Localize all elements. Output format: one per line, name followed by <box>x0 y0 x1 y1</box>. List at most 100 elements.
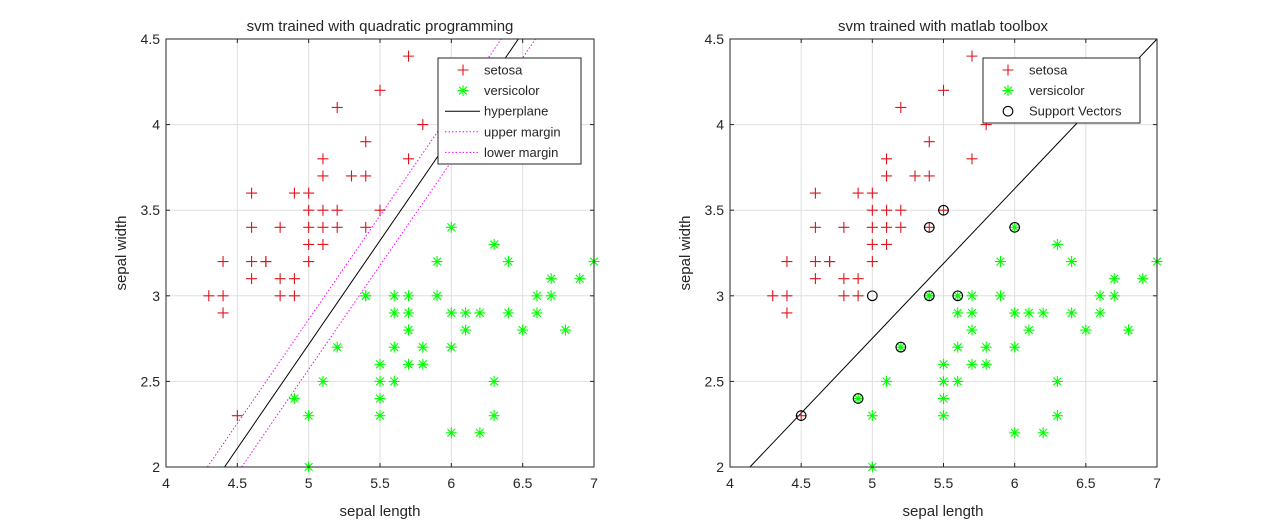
right-chart-setosa-point <box>866 187 878 199</box>
right-chart-versicolor-point <box>966 307 978 319</box>
right-chart-versicolor-point <box>1108 290 1120 302</box>
right-chart-support-vectors-point <box>866 290 878 302</box>
right-chart-setosa-point <box>866 238 878 250</box>
left-chart-versicolor-point <box>474 307 486 319</box>
left-chart-versicolor-point <box>474 427 486 439</box>
right-chart-title: svm trained with matlab toolbox <box>838 18 1049 35</box>
left-chart-versicolor-point <box>417 341 429 353</box>
right-chart-xtick-label: 5 <box>868 475 876 491</box>
right-chart-legend: setosa versicolor Support Vectors <box>982 57 1141 124</box>
right-chart-setosa-point <box>795 410 807 422</box>
right-chart-setosa-point <box>881 153 893 165</box>
left-chart-setosa-point <box>360 136 372 148</box>
left-chart-versicolor-point <box>545 273 557 285</box>
left-chart-versicolor-point <box>431 256 443 268</box>
right-chart-xtick-label: 4 <box>726 475 734 491</box>
right-chart-versicolor-point <box>952 375 964 387</box>
left-chart-versicolor-point <box>431 290 443 302</box>
left-chart-setosa-point <box>246 221 258 233</box>
left-chart-setosa-point <box>303 187 315 199</box>
right-chart-support-vectors-point <box>852 393 864 404</box>
right-chart-versicolor-point <box>980 341 992 353</box>
left-chart-versicolor-point <box>403 324 415 336</box>
right-chart-points <box>767 50 1163 473</box>
right-chart-setosa-point <box>767 290 779 302</box>
right-chart-versicolor-point <box>1009 221 1021 233</box>
left-chart-versicolor-point <box>531 307 543 319</box>
right-chart-versicolor-point <box>1094 290 1106 302</box>
right-chart-versicolor-point <box>938 375 949 387</box>
left-chart-setosa-point <box>217 307 229 319</box>
right-chart-versicolor-point <box>980 358 992 370</box>
right-chart-legend-versicolor-marker <box>1002 85 1014 97</box>
right-chart-setosa-point <box>824 256 836 268</box>
right-chart-setosa-point <box>809 187 821 199</box>
left-chart-versicolor-point <box>445 307 457 319</box>
right-chart-versicolor-point <box>952 307 964 319</box>
left-chart-versicolor-point <box>360 290 372 302</box>
left-chart-xtick-label: 4 <box>162 475 170 491</box>
right-chart-versicolor-point <box>1108 273 1120 285</box>
right-chart-ytick-label: 2.5 <box>705 373 725 389</box>
left-chart-xlabel: sepal length <box>340 503 421 520</box>
left-chart-legend-upper-margin-label: upper margin <box>484 124 561 139</box>
left-chart-xtick-label: 7 <box>590 475 598 491</box>
right-chart-setosa-point <box>923 170 935 182</box>
left-chart-xtick-label: 6 <box>447 475 455 491</box>
left-chart-setosa-point <box>417 119 429 131</box>
right-chart-ytick-label: 4.5 <box>705 31 725 47</box>
right-chart-setosa-point <box>866 256 878 268</box>
right-chart-setosa-point <box>923 221 935 233</box>
left-chart-versicolor-point <box>374 410 386 422</box>
left-chart-ytick-label: 3 <box>152 288 160 304</box>
left-chart-ylabel: sepal width <box>113 215 130 290</box>
left-chart-setosa-point <box>403 153 415 165</box>
left-chart-versicolor-point <box>488 238 500 250</box>
left-chart-versicolor-point <box>403 358 415 370</box>
right-chart-versicolor-point <box>881 375 893 387</box>
left-chart-versicolor-point <box>288 393 300 405</box>
left-chart-setosa-point <box>217 256 229 268</box>
right-chart-setosa-point <box>895 204 907 216</box>
left-chart-setosa-point <box>217 290 229 302</box>
left-chart-versicolor-point <box>445 341 457 353</box>
left-chart-setosa-point <box>360 221 372 233</box>
left-chart-setosa-point <box>360 170 372 182</box>
left-chart-versicolor-point <box>559 324 571 336</box>
right-chart-versicolor-point <box>1009 307 1021 319</box>
left-chart-legend-versicolor-label: versicolor <box>484 83 540 98</box>
left-chart-versicolor-point <box>317 375 329 387</box>
left-chart-legend-lower-margin-label: lower margin <box>484 145 558 160</box>
right-chart-setosa-point <box>781 307 793 319</box>
left-chart-versicolor-point <box>460 307 472 319</box>
left-chart-setosa-point <box>374 204 386 216</box>
right-chart-versicolor-point <box>1094 307 1106 319</box>
right-chart-xtick-label: 4.5 <box>791 475 811 491</box>
right-chart-setosa-point <box>838 221 850 233</box>
right-chart-versicolor-point <box>1066 256 1078 268</box>
left-chart-versicolor-point <box>331 341 343 353</box>
left-chart-legend-setosa-marker <box>457 64 469 76</box>
right-chart-ytick-label: 4 <box>716 117 724 133</box>
right-chart-setosa-point <box>781 290 793 302</box>
right-chart-versicolor-point <box>938 410 949 422</box>
right-chart-support-vectors-point <box>895 341 907 353</box>
right-chart-setosa-point <box>923 136 935 148</box>
right-chart-versicolor-point <box>1037 427 1049 439</box>
left-chart-ytick-label: 4.5 <box>141 31 161 47</box>
left-chart-versicolor-point <box>545 290 557 302</box>
left-chart-setosa-point <box>274 290 286 302</box>
left-chart-versicolor-point <box>388 375 400 387</box>
left-chart-setosa-point <box>331 221 343 233</box>
right-chart-versicolor-point <box>895 341 907 353</box>
left-chart-versicolor-point <box>460 324 472 336</box>
left-chart-setosa-point <box>374 84 386 96</box>
right-chart-versicolor-point <box>1023 307 1035 319</box>
left-chart-xtick-label: 6.5 <box>513 475 533 491</box>
right-chart-legend-setosa-label: setosa <box>1029 63 1068 78</box>
right-chart-versicolor-point <box>938 358 949 370</box>
left-chart-versicolor-point <box>388 290 400 302</box>
right-chart-support-vectors-point <box>938 204 949 216</box>
right-chart-xtick-label: 7 <box>1153 475 1161 491</box>
